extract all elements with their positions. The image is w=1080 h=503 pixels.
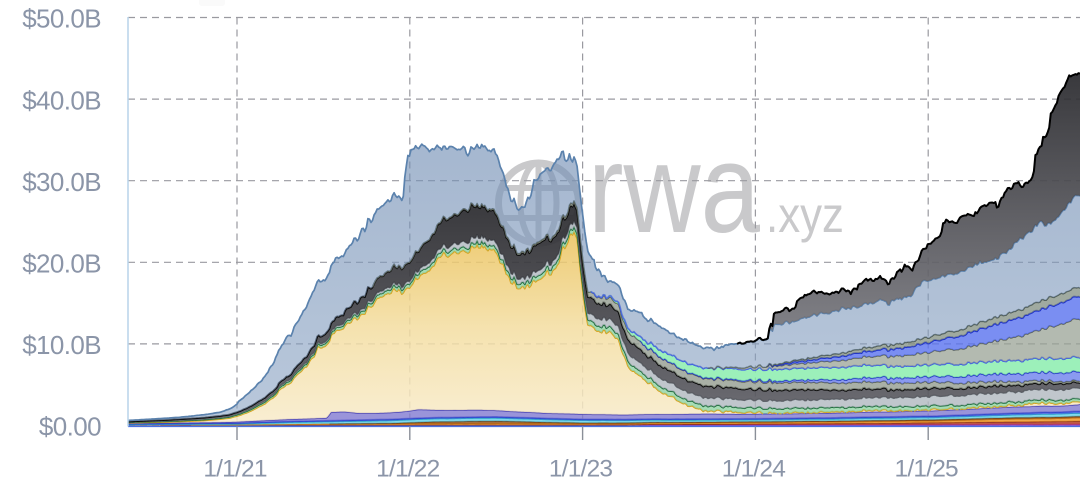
svg-text:.xyz: .xyz [766, 187, 844, 243]
svg-text:1/1/21: 1/1/21 [203, 456, 266, 483]
svg-text:$50.0B: $50.0B [22, 4, 101, 34]
svg-text:$0.00: $0.00 [39, 412, 101, 442]
svg-text:1/1/24: 1/1/24 [722, 456, 785, 483]
svg-text:1/1/25: 1/1/25 [895, 456, 958, 483]
svg-text:$10.0B: $10.0B [22, 330, 101, 360]
svg-text:rwa: rwa [588, 118, 761, 259]
svg-text:1/1/23: 1/1/23 [549, 456, 612, 483]
svg-text:1/1/22: 1/1/22 [376, 456, 439, 483]
svg-text:$20.0B: $20.0B [22, 249, 101, 279]
svg-text:$30.0B: $30.0B [22, 167, 101, 197]
svg-text:$40.0B: $40.0B [22, 85, 101, 115]
